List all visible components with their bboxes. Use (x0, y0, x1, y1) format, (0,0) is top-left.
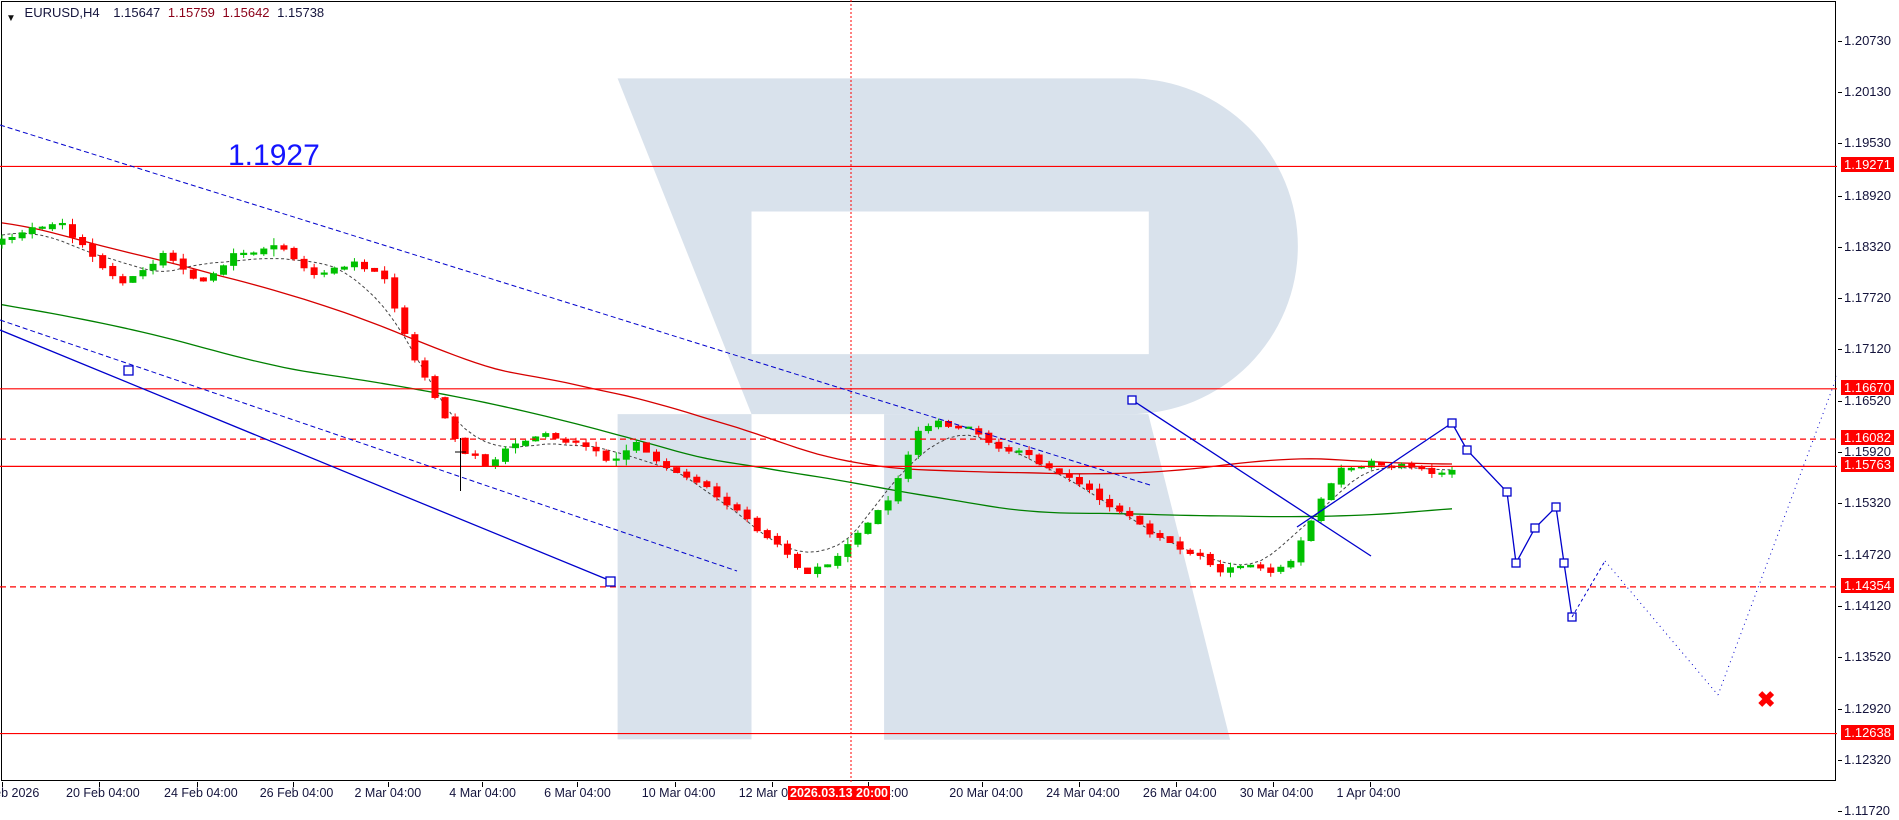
svg-text:✖: ✖ (1757, 687, 1775, 712)
svg-text:1.1927: 1.1927 (228, 139, 320, 172)
